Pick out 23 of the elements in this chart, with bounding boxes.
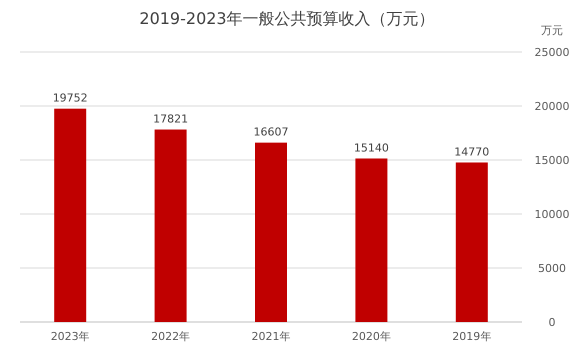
bar — [456, 162, 488, 322]
y-axis-title: 万元 — [541, 24, 563, 37]
y-tick-label: 10000 — [534, 208, 570, 221]
x-tick-label: 2022年 — [151, 330, 190, 343]
y-tick-label: 0 — [548, 316, 556, 329]
data-label: 14770 — [454, 145, 490, 158]
x-tick-label: 2021年 — [252, 330, 290, 343]
x-tick-label: 2019年 — [452, 330, 492, 343]
data-label: 15140 — [354, 141, 389, 154]
y-tick-label: 15000 — [534, 154, 570, 167]
x-tick-label: 2020年 — [352, 330, 391, 343]
bar — [154, 130, 187, 322]
chart-title: 2019-2023年一般公共预算收入（万元） — [139, 9, 435, 28]
data-label: 16607 — [254, 126, 288, 139]
y-tick-label: 20000 — [534, 100, 570, 113]
y-tick-label: 5000 — [538, 262, 566, 275]
data-label: 17821 — [153, 112, 188, 126]
y-tick-label: 25000 — [534, 46, 570, 59]
bar — [255, 142, 287, 322]
bar — [54, 108, 86, 322]
bar — [355, 158, 388, 322]
data-label: 19752 — [52, 92, 88, 105]
x-tick-label: 2023年 — [50, 330, 90, 343]
